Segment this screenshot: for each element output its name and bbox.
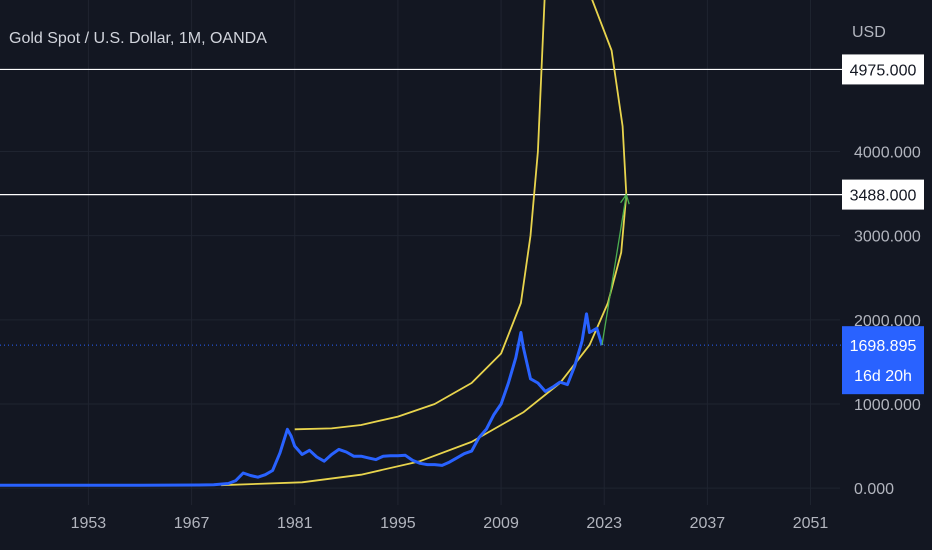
grid-layer [0,0,840,505]
arrow-annotations [601,193,630,346]
curved-arc-annotation [294,0,546,431]
price-tags: 4975.000 3488.000 1698.895 16d 20h [842,54,924,395]
y-tick-label: 1000.000 [854,397,921,414]
x-tick-label: 1981 [277,515,313,532]
price-series-layer [0,312,604,487]
x-tick-label: 1967 [174,515,210,532]
y-tick-label: 2000.000 [854,313,921,330]
currency-label: USD [852,24,886,41]
axis-labels: 1953 1967 1981 1995 2009 2023 2037 2051 0.000 100… [71,145,921,533]
projection-arrowhead [620,193,630,205]
gold-price-series [0,312,604,487]
level-price-tag [842,179,924,210]
x-tick-label: 2037 [690,515,726,532]
x-tick-label: 2051 [793,515,829,532]
curve-annotations [221,0,628,487]
bar-countdown-label: 16d 20h [854,368,912,385]
horizontal-levels [0,68,842,346]
y-tick-label: 3000.000 [854,229,921,246]
level-price-tag [842,54,924,85]
x-tick-label: 1953 [71,515,107,532]
y-tick-label: 4000.000 [854,145,921,162]
level-price-label: 3488.000 [850,188,917,205]
y-tick-label: 0.000 [854,481,894,498]
x-tick-label: 2009 [483,515,519,532]
current-price-tag [842,326,924,395]
chart-title: Gold Spot / U.S. Dollar, 1M, OANDA [9,30,267,47]
projection-arrow-line [601,194,627,346]
x-tick-label: 1995 [380,515,416,532]
curved-arc-annotation [221,0,628,487]
x-tick-label: 2023 [586,515,622,532]
current-price-label: 1698.895 [850,338,917,355]
level-price-label: 4975.000 [850,62,917,79]
